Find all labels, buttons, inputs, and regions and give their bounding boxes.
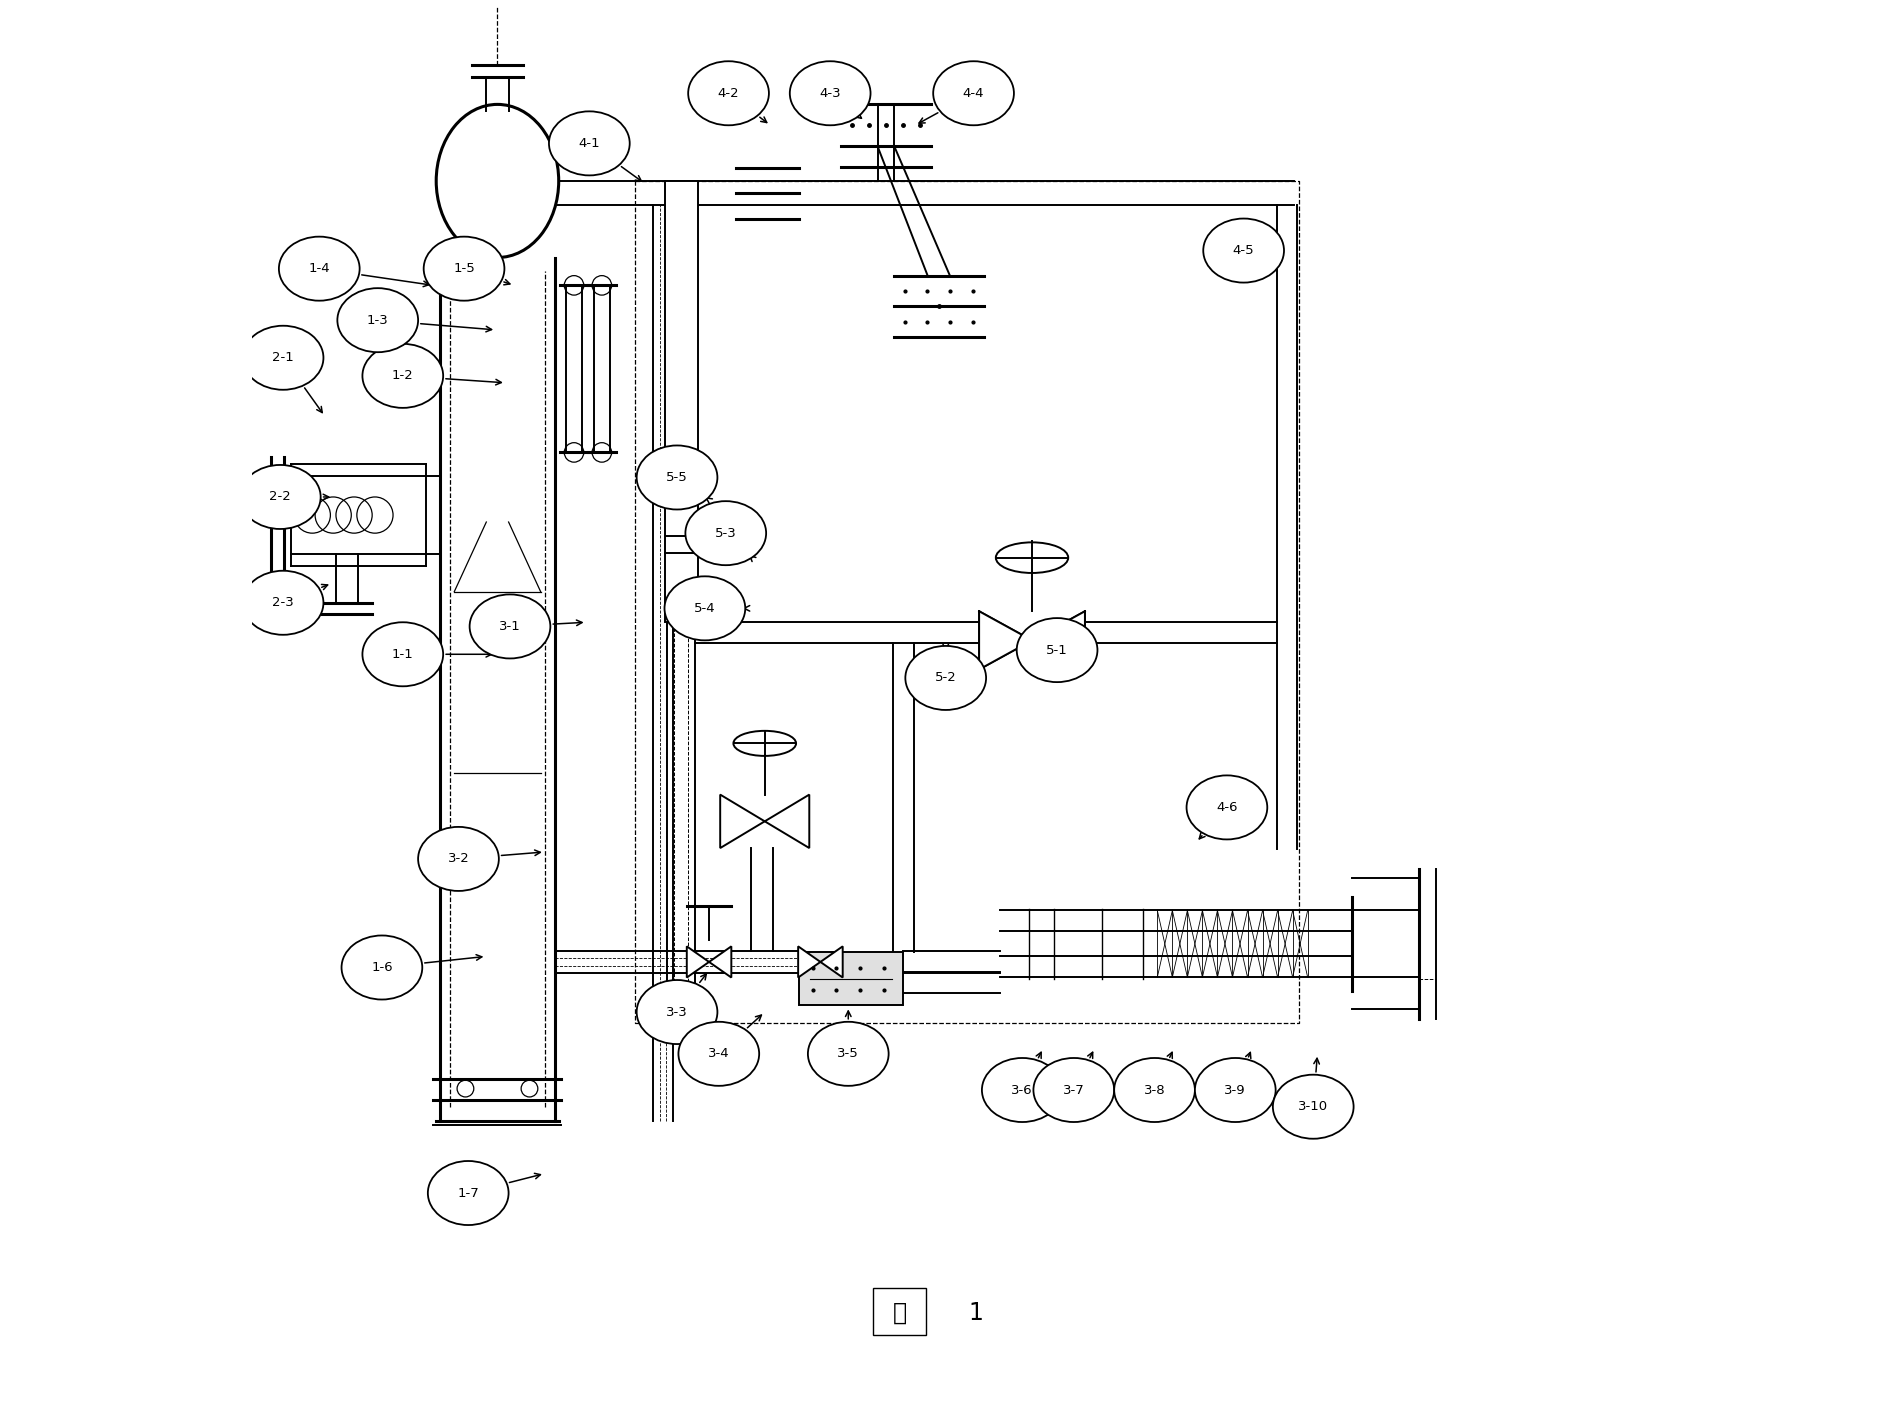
Text: 2-3: 2-3 (271, 596, 294, 609)
Ellipse shape (362, 623, 444, 686)
Polygon shape (764, 794, 810, 848)
Text: 3-10: 3-10 (1298, 1101, 1328, 1114)
Text: 5-4: 5-4 (694, 602, 715, 614)
Ellipse shape (423, 236, 505, 301)
Ellipse shape (789, 62, 871, 125)
Ellipse shape (1273, 1074, 1354, 1139)
Polygon shape (820, 946, 842, 977)
Bar (664, 181, 698, 623)
Ellipse shape (338, 288, 417, 352)
Text: 1: 1 (969, 1301, 985, 1324)
Bar (799, 952, 903, 1005)
Text: 4-3: 4-3 (820, 87, 840, 100)
Text: 1-1: 1-1 (393, 648, 414, 661)
Text: 1-5: 1-5 (453, 262, 474, 276)
Ellipse shape (685, 501, 766, 565)
Ellipse shape (933, 62, 1013, 125)
Text: 1-3: 1-3 (366, 314, 389, 326)
Ellipse shape (664, 576, 746, 640)
Text: 3-1: 3-1 (499, 620, 522, 633)
Bar (873, 1288, 926, 1336)
Ellipse shape (689, 62, 768, 125)
Ellipse shape (1114, 1057, 1195, 1122)
Text: 3-3: 3-3 (666, 1005, 689, 1018)
Polygon shape (687, 946, 709, 977)
Ellipse shape (341, 935, 423, 1000)
Text: 1-6: 1-6 (372, 962, 393, 974)
Ellipse shape (1195, 1057, 1275, 1122)
Ellipse shape (548, 111, 630, 176)
Ellipse shape (243, 326, 324, 389)
Text: 3-2: 3-2 (448, 852, 469, 866)
Ellipse shape (436, 104, 560, 257)
Text: 4-1: 4-1 (579, 136, 599, 150)
Ellipse shape (1203, 218, 1284, 283)
Text: 2-2: 2-2 (269, 491, 290, 503)
Ellipse shape (637, 446, 717, 509)
Ellipse shape (679, 1022, 759, 1085)
Text: 1-4: 1-4 (309, 262, 330, 276)
Polygon shape (979, 612, 1032, 669)
Ellipse shape (1034, 1057, 1114, 1122)
Text: 4-6: 4-6 (1216, 801, 1237, 814)
Ellipse shape (239, 465, 321, 529)
Text: 4-2: 4-2 (717, 87, 740, 100)
Text: 4-5: 4-5 (1233, 245, 1254, 257)
Polygon shape (1032, 612, 1085, 669)
Polygon shape (799, 946, 820, 977)
Ellipse shape (1017, 619, 1098, 682)
Polygon shape (709, 946, 732, 977)
Ellipse shape (279, 236, 360, 301)
Ellipse shape (429, 1161, 508, 1225)
Text: 3-9: 3-9 (1224, 1084, 1246, 1097)
Text: 5-3: 5-3 (715, 527, 736, 540)
Ellipse shape (243, 571, 324, 634)
Ellipse shape (1186, 775, 1267, 839)
Polygon shape (721, 794, 764, 848)
Text: 2-1: 2-1 (271, 352, 294, 364)
Text: 5-2: 5-2 (935, 672, 956, 685)
Ellipse shape (470, 595, 550, 658)
Text: 3-8: 3-8 (1144, 1084, 1165, 1097)
Text: 4-4: 4-4 (964, 87, 985, 100)
Ellipse shape (637, 980, 717, 1045)
Text: 3-7: 3-7 (1062, 1084, 1085, 1097)
Ellipse shape (362, 344, 444, 408)
Text: 5-5: 5-5 (666, 471, 689, 484)
Text: 1-7: 1-7 (457, 1187, 480, 1199)
Text: 5-1: 5-1 (1047, 644, 1068, 657)
Text: 3-4: 3-4 (708, 1047, 730, 1060)
Ellipse shape (983, 1057, 1062, 1122)
Text: 3-6: 3-6 (1011, 1084, 1034, 1097)
Ellipse shape (808, 1022, 888, 1085)
Text: 图: 图 (893, 1301, 907, 1324)
Ellipse shape (905, 645, 986, 710)
Ellipse shape (417, 827, 499, 891)
Text: 1-2: 1-2 (393, 370, 414, 382)
Text: 3-5: 3-5 (837, 1047, 859, 1060)
